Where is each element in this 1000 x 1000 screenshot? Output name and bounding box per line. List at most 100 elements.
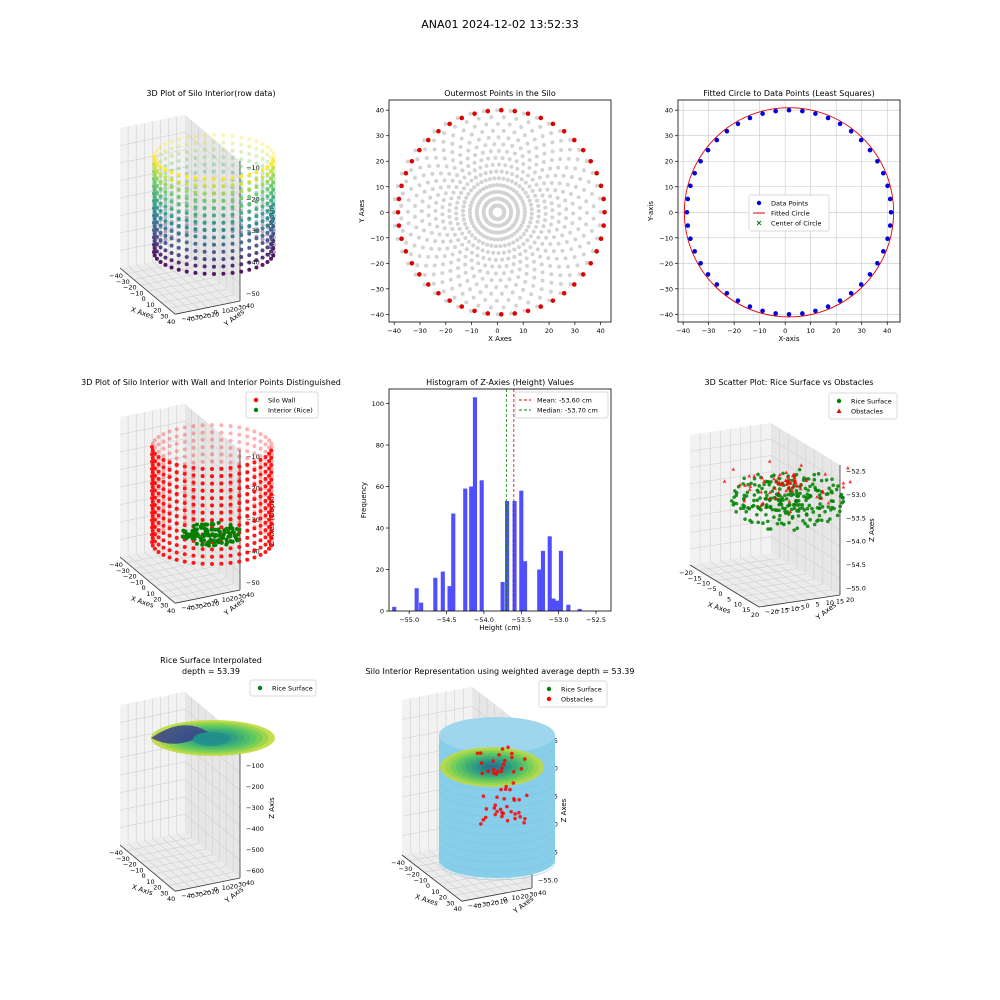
gray-point — [573, 166, 578, 171]
wall-point — [245, 492, 250, 497]
gray-point — [501, 176, 506, 181]
wall-point — [150, 448, 155, 453]
obstacle-point — [497, 753, 501, 757]
y-tick-label: 10 — [222, 307, 230, 315]
interior-point — [212, 527, 217, 532]
data-point — [193, 256, 198, 261]
data-point — [265, 259, 270, 264]
data-point — [271, 202, 276, 207]
wall-point — [263, 491, 268, 496]
gray-point — [458, 283, 463, 288]
legend-label: Interior (Rice) — [268, 407, 313, 415]
rice-point — [817, 513, 822, 518]
gray-point — [496, 251, 501, 256]
gray-point — [426, 213, 431, 218]
gray-point — [536, 203, 541, 208]
rice-point — [830, 490, 834, 495]
wall-point — [161, 457, 166, 462]
gray-point — [435, 192, 440, 197]
data-point — [152, 224, 157, 229]
gray-point — [497, 264, 502, 269]
data-point — [184, 203, 189, 208]
y-tick-label: 40 — [246, 302, 254, 310]
wall-point — [200, 481, 205, 486]
outer-point — [550, 121, 556, 127]
wall-point — [156, 520, 161, 525]
data-point — [163, 197, 168, 202]
wall-point — [219, 517, 224, 522]
rice-point — [834, 487, 839, 492]
y-tick-label: 10 — [222, 884, 230, 892]
gray-point — [441, 262, 446, 267]
gray-point — [532, 267, 537, 272]
data-point — [269, 198, 274, 203]
gray-point — [468, 207, 473, 212]
wall-point — [200, 554, 205, 559]
data-point — [212, 140, 216, 145]
wall-point — [152, 481, 157, 486]
wall-point — [263, 535, 268, 540]
gray-point — [438, 185, 443, 190]
data-point — [158, 238, 163, 243]
data-point — [247, 223, 252, 228]
grid-line — [454, 881, 525, 896]
x-tick-label: 10 — [519, 327, 527, 335]
x-tick-label: −10 — [465, 327, 479, 335]
gray-point — [471, 274, 476, 279]
plot-frame — [388, 99, 612, 323]
rice-point — [738, 506, 743, 511]
gray-point — [479, 180, 484, 185]
data-point — [152, 238, 157, 243]
gray-point — [502, 210, 507, 215]
gray-point — [530, 252, 535, 257]
data-point — [265, 186, 270, 191]
gray-point — [426, 204, 431, 209]
z-tick-label: −53.0 — [846, 491, 866, 499]
rice-point — [729, 499, 734, 503]
wall-point — [270, 445, 274, 449]
data-point — [269, 234, 274, 239]
data-point — [212, 220, 216, 225]
gray-point — [463, 221, 468, 226]
data-point — [176, 231, 181, 236]
wall-point — [267, 488, 272, 493]
gray-point — [522, 213, 527, 218]
data-point — [688, 236, 693, 241]
y-tick-label: −20 — [659, 260, 673, 268]
x-tick-label: 0 — [142, 295, 146, 303]
rice-point — [778, 493, 782, 498]
gray-point — [486, 135, 491, 140]
wall-point — [156, 506, 161, 511]
wall-point — [237, 559, 242, 564]
wall-point — [182, 493, 187, 498]
histogram-bar — [463, 488, 468, 611]
y-tick-label: −10 — [659, 234, 673, 242]
data-point — [152, 173, 157, 178]
data-point — [176, 166, 181, 171]
gray-point — [480, 150, 485, 155]
wall-point — [228, 465, 233, 470]
wall-point — [228, 480, 233, 485]
z-tick-label: −40 — [246, 259, 260, 267]
outer-point — [472, 308, 477, 314]
rice-point — [795, 508, 799, 513]
wall-point — [210, 481, 214, 486]
panel-height-histogram: Histogram of Z-Axies (Height) Values−55.… — [360, 378, 612, 632]
data-point — [714, 137, 720, 143]
gray-point — [462, 175, 467, 180]
gray-point — [478, 172, 483, 177]
gray-point — [447, 214, 452, 219]
gray-point — [556, 241, 561, 246]
data-point — [247, 267, 252, 272]
gray-point — [467, 140, 472, 145]
gray-point — [455, 173, 460, 178]
data-point — [193, 212, 198, 217]
grid-line — [147, 854, 213, 869]
data-point — [260, 149, 265, 154]
rice-point — [804, 498, 808, 503]
data-point — [163, 233, 168, 238]
data-point — [158, 201, 163, 206]
rice-point — [745, 490, 750, 495]
histogram-bar — [419, 602, 424, 611]
wall-point — [269, 448, 274, 453]
